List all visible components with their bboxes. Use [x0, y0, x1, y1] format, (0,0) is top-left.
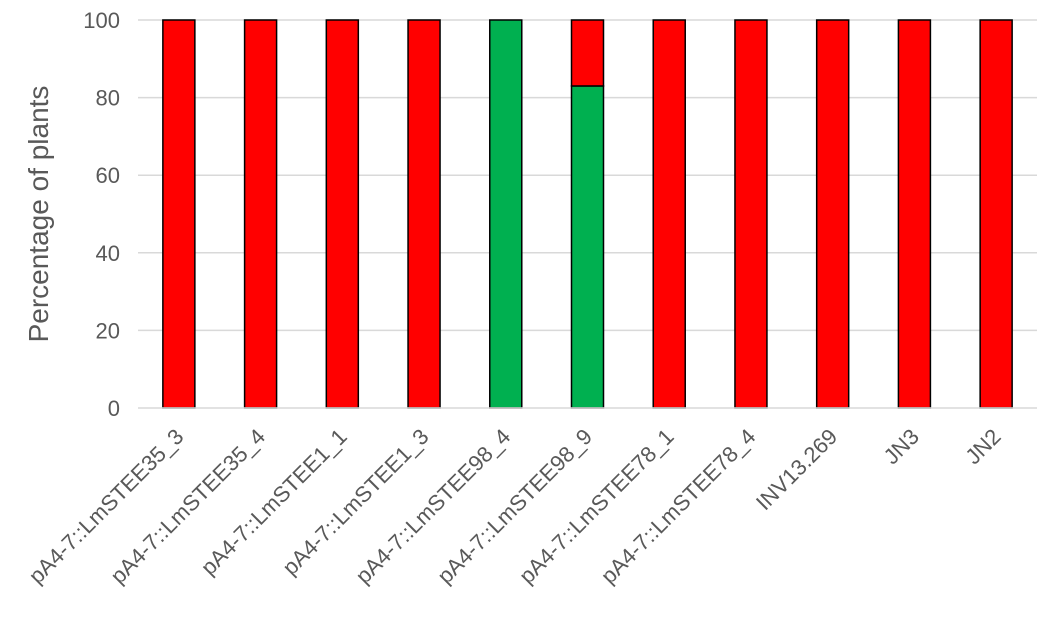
y-tick-label: 80: [96, 86, 120, 111]
bar-segment: [979, 19, 1013, 409]
x-tick-label: pA4-7::LmSTEE78_4: [596, 424, 761, 589]
x-tick-label: pA4-7::LmSTEE35_3: [24, 424, 189, 589]
bar-segment: [815, 19, 850, 409]
bar-segment: [897, 19, 932, 409]
bar-segment: [407, 19, 441, 409]
y-tick-label: 20: [96, 318, 120, 343]
y-tick-label: 40: [96, 241, 120, 266]
y-tick-label: 0: [108, 396, 120, 421]
x-tick-label: pA4-7::LmSTEE98_9: [432, 424, 597, 589]
x-axis-ticks: pA4-7::LmSTEE35_3pA4-7::LmSTEE35_4pA4-7:…: [24, 424, 1006, 589]
x-tick-label: pA4-7::LmSTEE98_4: [351, 424, 516, 589]
y-axis-ticks: 0 20 40 60 80 100: [83, 8, 120, 421]
y-tick-label: 60: [96, 163, 120, 188]
y-tick-label: 100: [83, 8, 120, 33]
x-tick-label: pA4-7::LmSTEE35_4: [105, 424, 270, 589]
bar-segment: [243, 19, 278, 409]
bar-segment: [570, 85, 605, 409]
bar-segment: [652, 19, 686, 409]
x-tick-label: INV13.269: [751, 424, 842, 515]
bar-segment: [489, 19, 523, 409]
bar-segment: [570, 19, 605, 87]
bar-segment: [325, 19, 360, 409]
x-tick-label: JN2: [960, 424, 1005, 469]
bars: [162, 19, 1013, 409]
y-axis-title: Percentage of plants: [23, 86, 54, 343]
bar-segment: [162, 19, 196, 409]
bar-segment: [734, 19, 768, 409]
x-tick-label: pA4-7::LmSTEE1_3: [278, 424, 434, 580]
x-tick-label: pA4-7::LmSTEE78_1: [514, 424, 679, 589]
x-tick-label: pA4-7::LmSTEE1_1: [196, 424, 352, 580]
x-tick-label: JN3: [879, 424, 924, 469]
